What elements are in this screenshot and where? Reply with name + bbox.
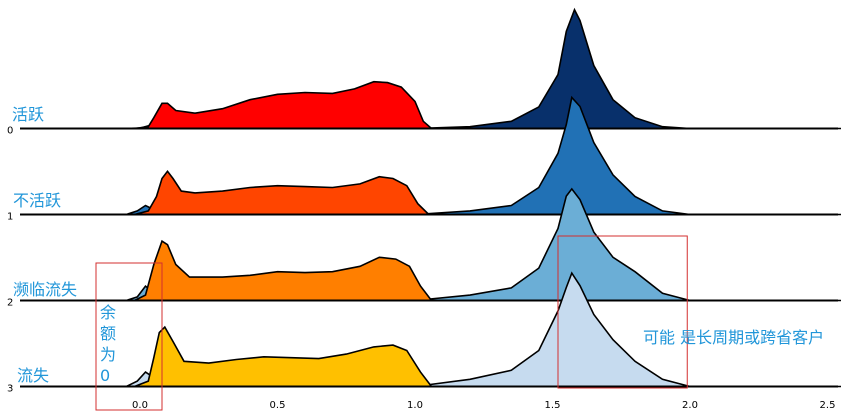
- row-index-1: 1: [7, 212, 13, 223]
- density-line-blue-row-1: [57, 95, 841, 216]
- annotation-zero-balance: 余 额 为 0: [100, 303, 117, 385]
- x-tick-label: 1.0: [407, 400, 423, 411]
- density-line-blue-row-3: [57, 271, 841, 388]
- density-line-warm-row-2: [134, 239, 433, 302]
- row-label-churn-risk: 濒临流失: [13, 280, 78, 299]
- annotation-long-cycle: 可能 是长周期或跨省客户: [643, 328, 825, 347]
- row-index-3: 3: [7, 384, 13, 395]
- row-label-inactive: 不活跃: [13, 191, 62, 210]
- annotation-box-zero-balance: [95, 262, 163, 411]
- density-fill-warm-row-1: [134, 171, 429, 215]
- density-fill-warm-row-2: [134, 241, 432, 301]
- row-index-2: 2: [7, 298, 13, 309]
- x-tick-label: 1.5: [545, 400, 561, 411]
- annotation-box-long-cycle: [557, 235, 688, 389]
- density-line-warm-row-1: [134, 169, 430, 216]
- density-fill-warm-row-0: [134, 81, 432, 129]
- row-label-churned: 流失: [17, 366, 50, 385]
- density-fill-warm-row-3: [134, 327, 432, 387]
- x-tick-label: 0.5: [270, 400, 286, 411]
- x-tick-label: 2.0: [682, 400, 698, 411]
- density-line-warm-row-0: [134, 80, 433, 130]
- x-tick-label: 0.0: [132, 400, 148, 411]
- x-tick-label: 2.5: [820, 400, 836, 411]
- row-label-active: 活跃: [12, 105, 45, 124]
- row-index-0: 0: [7, 126, 13, 137]
- density-line-warm-row-3: [134, 325, 433, 388]
